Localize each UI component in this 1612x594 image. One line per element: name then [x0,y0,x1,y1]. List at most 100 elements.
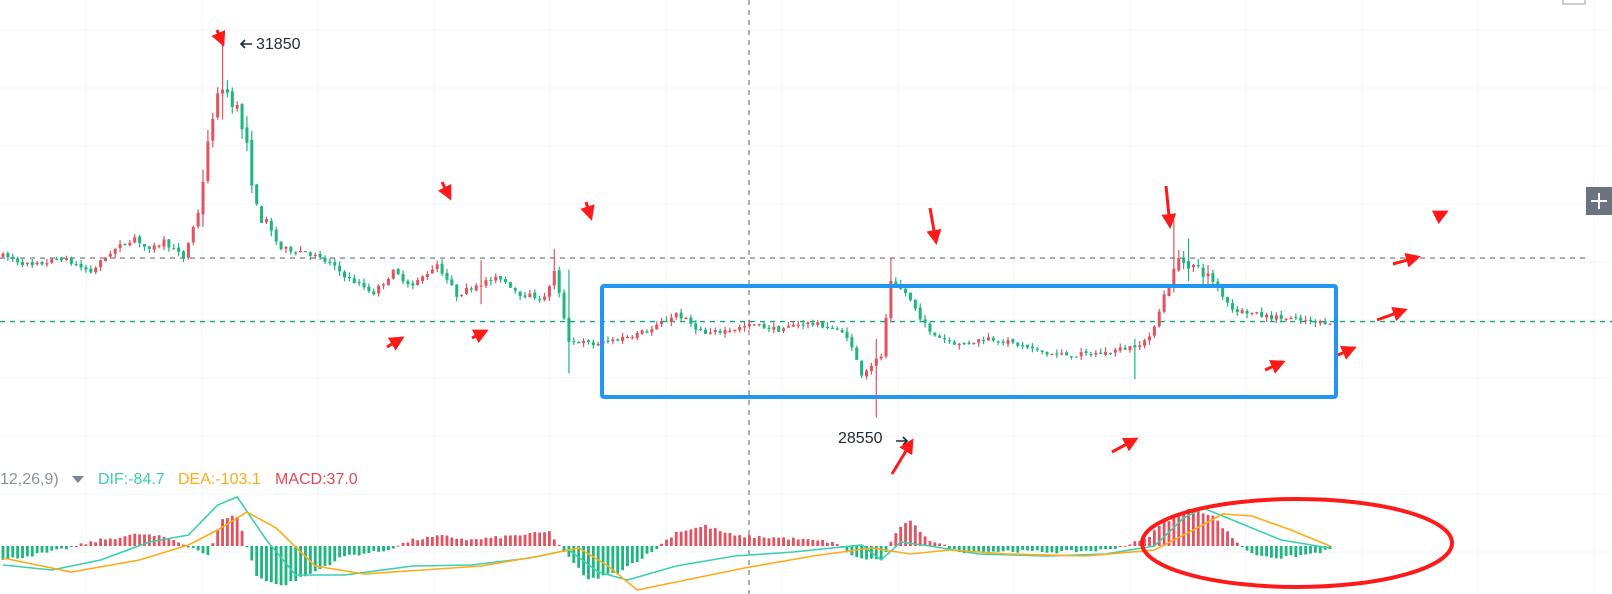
macd-bar [1201,513,1205,546]
candle [1299,314,1303,325]
macd-bar [294,546,298,582]
candle [323,255,327,265]
macd-bar [1011,546,1015,552]
macd-dropdown-icon[interactable] [72,476,84,483]
macd-bar [1070,546,1073,550]
candle [806,321,810,329]
candle [884,313,888,359]
macd-bar [25,546,29,557]
macd-bar [1021,546,1025,550]
candle [972,342,976,345]
candle [567,269,571,374]
candle [1308,316,1312,325]
macd-bar [1216,520,1220,546]
candle [1,252,5,258]
candle [333,258,337,271]
macd-bar [186,546,190,548]
macd-bar [543,532,546,546]
macd-bar [948,546,951,550]
macd-bar [1240,546,1244,547]
macd-bar [221,519,224,546]
macd-bar [1138,540,1142,546]
candle [1196,259,1200,269]
macd-bar [118,537,122,546]
macd-bar [630,546,634,564]
low-price-label: 28550 [838,430,883,447]
macd-bar [411,538,415,546]
macd-bar [113,539,117,546]
candle [777,325,781,333]
macd-bar [874,546,878,560]
macd-bar [977,546,981,552]
add-plus-button[interactable] [1586,187,1612,215]
macd-bar [1148,536,1151,546]
candle [1006,336,1010,348]
candle [669,313,673,327]
macd-bar [962,546,966,554]
candle [308,251,312,261]
candle [274,226,278,246]
macd-bar [494,536,498,546]
candle [747,319,751,330]
macd-bar [138,534,142,546]
top-right-control[interactable] [1562,0,1586,5]
candle [499,275,503,283]
candle [460,294,464,298]
macd-bar [1143,538,1147,546]
macd-bar [743,537,746,546]
macd-bar [928,541,932,546]
macd-bar [533,532,537,546]
candle [738,324,742,333]
macd-bar [367,546,371,554]
red-arrow-icon [580,201,595,221]
candle [206,129,210,184]
macd-bar [1167,521,1171,546]
macd-bar [1284,546,1288,556]
candle [118,240,122,253]
candle [840,327,844,333]
candle [923,315,927,328]
candle [196,209,200,229]
macd-bar [1196,510,1200,546]
macd-bar [665,539,668,546]
macd-bar [230,515,234,546]
macd-bar [1133,541,1137,546]
high-arrow-icon [239,39,252,49]
macd-bar [782,537,786,546]
macd-bar [538,532,542,546]
macd-bar [777,537,781,546]
candle [801,319,805,330]
candle [938,333,942,338]
candle [35,260,39,266]
macd-bar [689,529,693,546]
candle [1235,305,1239,316]
macd-bar [89,541,93,546]
candle [1069,355,1073,360]
macd-bar [855,546,859,558]
macd-bar [1128,544,1132,546]
macd-bar [196,546,200,551]
macd-bar [557,544,561,546]
macd-bar [172,540,176,546]
candle [1182,251,1186,270]
candle [89,265,93,274]
macd-bar [1074,546,1078,553]
red-arrow-icon [471,329,489,344]
candle [94,266,98,275]
candle [377,284,381,297]
macd-bar [299,546,303,577]
macd-bar [318,546,322,569]
macd-bar [35,546,39,554]
candle [791,321,795,327]
candle [552,248,556,290]
candle [684,316,688,320]
candle [74,261,78,266]
macd-bar [567,546,571,557]
candle [933,332,937,337]
macd-bar [1245,546,1249,551]
macd-highlight-ellipse [1140,497,1454,589]
candle [635,330,639,341]
candle [518,291,522,301]
candle [294,251,298,256]
